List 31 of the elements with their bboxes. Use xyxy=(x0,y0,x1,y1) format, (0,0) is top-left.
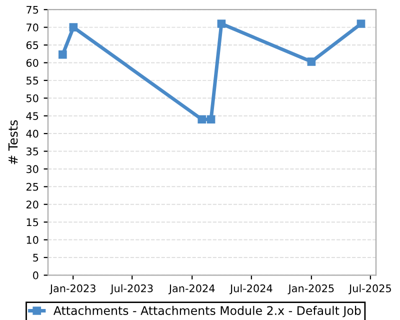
y-tick-label: 60 xyxy=(26,58,38,67)
y-tick-label: 10 xyxy=(26,236,38,244)
x-tick-label: Jul-2025 xyxy=(348,284,391,294)
y-tick-label: 20 xyxy=(26,200,38,208)
point xyxy=(206,115,216,124)
point xyxy=(69,23,78,32)
y-tick-label: 35 xyxy=(26,147,38,156)
y-tick-label: 30 xyxy=(26,165,38,174)
y-tick-label: 15 xyxy=(26,218,38,226)
y-tick-label: 70 xyxy=(26,24,38,32)
point xyxy=(307,57,316,66)
x-tick-label: Jan-2024 xyxy=(168,284,215,294)
legend-label: Attachments - Attachments Module 2.x - Default Job xyxy=(53,306,361,318)
x-tick-label: Jan-2023 xyxy=(49,284,96,294)
point xyxy=(198,115,206,124)
y-tick-label: 50 xyxy=(26,94,38,102)
y-tick-label: 40 xyxy=(26,130,38,138)
y-axis-title: # Tests xyxy=(8,120,18,164)
x-tick-label: Jul-2023 xyxy=(110,284,153,294)
x-tick-label: Jan-2025 xyxy=(288,284,334,294)
y-tick-label: 55 xyxy=(26,76,38,85)
y-tick-label: 5 xyxy=(33,254,38,262)
y-tick-label: 45 xyxy=(26,112,38,120)
y-tick-label: 65 xyxy=(26,41,38,50)
y-tick-label: 25 xyxy=(26,182,38,191)
point xyxy=(58,50,67,59)
point xyxy=(356,20,366,28)
x-tick-label: Jul-2024 xyxy=(229,284,272,294)
y-tick-label: 75 xyxy=(26,6,38,14)
y-tick-label: 0 xyxy=(33,271,38,280)
point xyxy=(217,20,226,28)
